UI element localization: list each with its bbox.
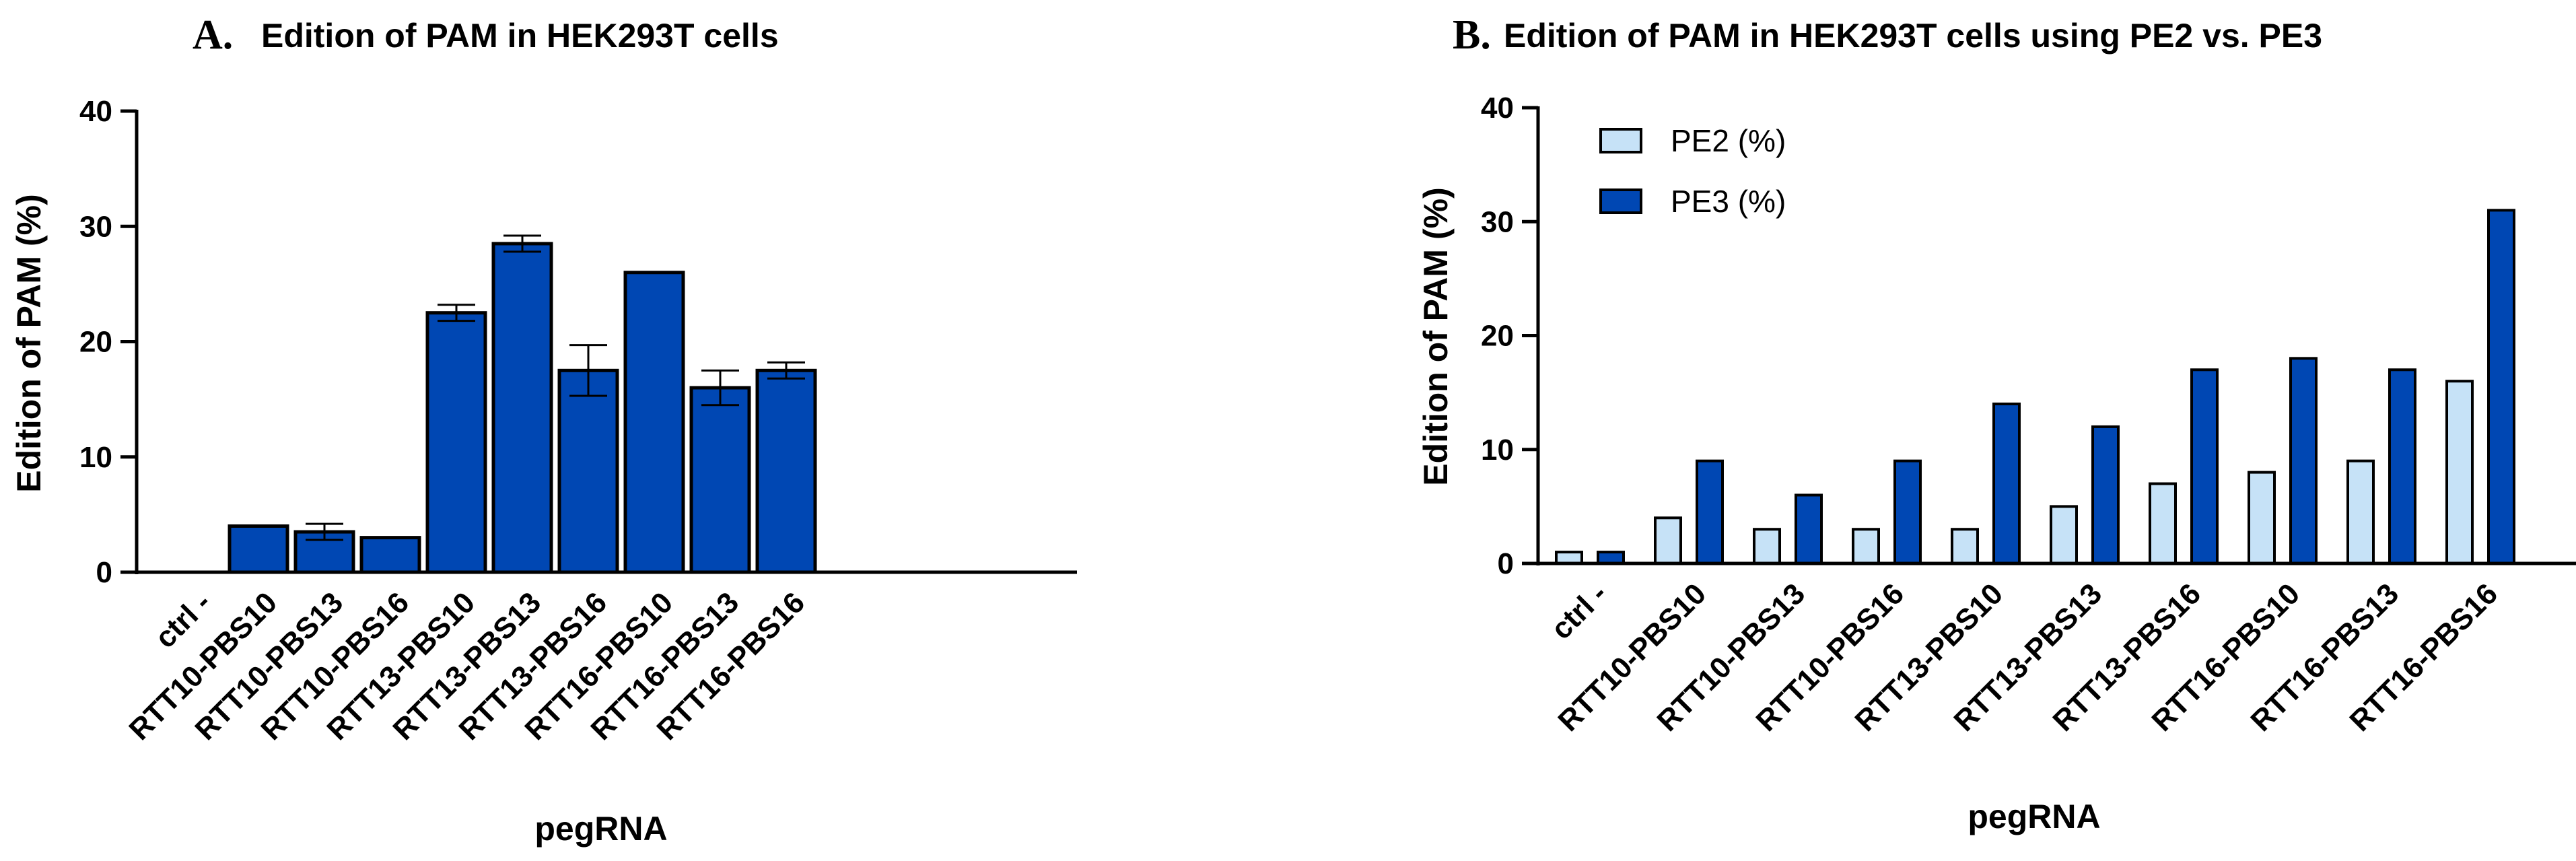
bar-pe3-rtt10-pbs10 bbox=[1696, 459, 1724, 565]
panel-b-y-tick-label-40: 40 bbox=[1481, 92, 1514, 125]
bar-pe3-rtt16-pbs13 bbox=[2388, 368, 2416, 565]
panel-b-legend: PE2 (%) PE3 (%) bbox=[1599, 123, 1786, 219]
panel-b-y-tick-label-30: 30 bbox=[1481, 205, 1514, 238]
bar-pe3-rtt13-pbs10 bbox=[1992, 403, 2021, 565]
bar-pe2-rtt16-pbs13 bbox=[2346, 459, 2375, 565]
bar-pe2-rtt13-pbs13 bbox=[2050, 505, 2078, 565]
panel-a-error-bars bbox=[306, 234, 805, 541]
legend-label-pe2: PE2 (%) bbox=[1671, 123, 1786, 158]
bar-pe2-rtt16-pbs10 bbox=[2248, 471, 2276, 565]
bar-rtt10-pbs10 bbox=[228, 524, 289, 574]
panel-a-title: Edition of PAM in HEK293T cells bbox=[261, 17, 779, 55]
bar-rtt16-pbs16 bbox=[755, 368, 817, 574]
panel-b-chart: B. Edition of PAM in HEK293T cells using… bbox=[1417, 12, 2576, 835]
panel-a-y-tick-label-0: 0 bbox=[96, 556, 112, 589]
bar-pe2-rtt10-pbs13 bbox=[1753, 528, 1781, 565]
bar-pe3-rtt10-pbs16 bbox=[1893, 459, 1922, 565]
category-label-ctrl: ctrl - bbox=[1545, 577, 1613, 646]
panel-a-y-axis: 0 10 20 30 40 bbox=[79, 95, 139, 589]
bar-rtt16-pbs10 bbox=[623, 271, 685, 574]
panel-a-chart: A. Edition of PAM in HEK293T cells Editi… bbox=[10, 12, 1077, 848]
panel-a-y-axis-title: Edition of PAM (%) bbox=[10, 194, 48, 492]
panel-b-y-axis-title: Edition of PAM (%) bbox=[1417, 187, 1455, 485]
panel-a-y-tick-label-10: 10 bbox=[79, 441, 112, 474]
bar-pe3-rtt13-pbs16 bbox=[2190, 368, 2219, 565]
bar-rtt10-pbs16 bbox=[359, 536, 421, 574]
panel-b-y-tick-label-0: 0 bbox=[1498, 547, 1514, 580]
panel-b-y-axis: 0 10 20 30 40 bbox=[1481, 92, 1540, 580]
bar-pe2-ctrl bbox=[1555, 551, 1583, 565]
legend-swatch-pe3 bbox=[1599, 188, 1642, 214]
panel-b-x-axis-title: pegRNA bbox=[1968, 798, 2100, 835]
panel-b-title: Edition of PAM in HEK293T cells using PE… bbox=[1504, 17, 2322, 55]
panel-a-y-tick-label-40: 40 bbox=[79, 95, 112, 128]
bar-pe2-rtt10-pbs16 bbox=[1852, 528, 1880, 565]
bar-pe3-ctrl bbox=[1597, 551, 1625, 565]
bar-pe2-rtt13-pbs16 bbox=[2149, 482, 2177, 565]
bar-pe2-rtt13-pbs10 bbox=[1951, 528, 1979, 565]
panel-b-category-labels: ctrl -RTT10-PBS10RTT10-PBS13RTT10-PBS16R… bbox=[1545, 577, 2504, 738]
panel-a-y-tick-label-20: 20 bbox=[79, 326, 112, 359]
panel-a-letter: A. bbox=[193, 12, 233, 58]
panel-a-x-axis-title: pegRNA bbox=[534, 810, 667, 848]
bar-pe3-rtt16-pbs10 bbox=[2289, 357, 2318, 565]
panel-b-letter: B. bbox=[1453, 12, 1491, 58]
bar-rtt16-pbs13 bbox=[689, 386, 751, 574]
bar-pe3-rtt13-pbs13 bbox=[2091, 425, 2120, 565]
bar-rtt13-pbs16 bbox=[557, 368, 619, 574]
panel-a-y-tick-label-30: 30 bbox=[79, 210, 112, 243]
bar-pe3-rtt16-pbs16 bbox=[2487, 209, 2515, 565]
panel-a-category-labels: ctrl -RTT10-PBS10RTT10-PBS13RTT10-PBS16R… bbox=[123, 586, 811, 747]
legend-swatch-pe2 bbox=[1599, 128, 1642, 153]
bar-pe2-rtt10-pbs10 bbox=[1654, 516, 1682, 565]
bar-rtt13-pbs10 bbox=[425, 311, 487, 574]
panel-b-y-tick-label-20: 20 bbox=[1481, 320, 1514, 353]
bar-pe3-rtt10-pbs13 bbox=[1795, 493, 1823, 565]
panel-b-y-tick-label-10: 10 bbox=[1481, 434, 1514, 467]
bar-pe2-rtt16-pbs16 bbox=[2445, 380, 2474, 565]
bar-rtt13-pbs13 bbox=[491, 242, 553, 574]
panel-b-bars bbox=[1555, 209, 2515, 565]
legend-label-pe3: PE3 (%) bbox=[1671, 184, 1786, 219]
